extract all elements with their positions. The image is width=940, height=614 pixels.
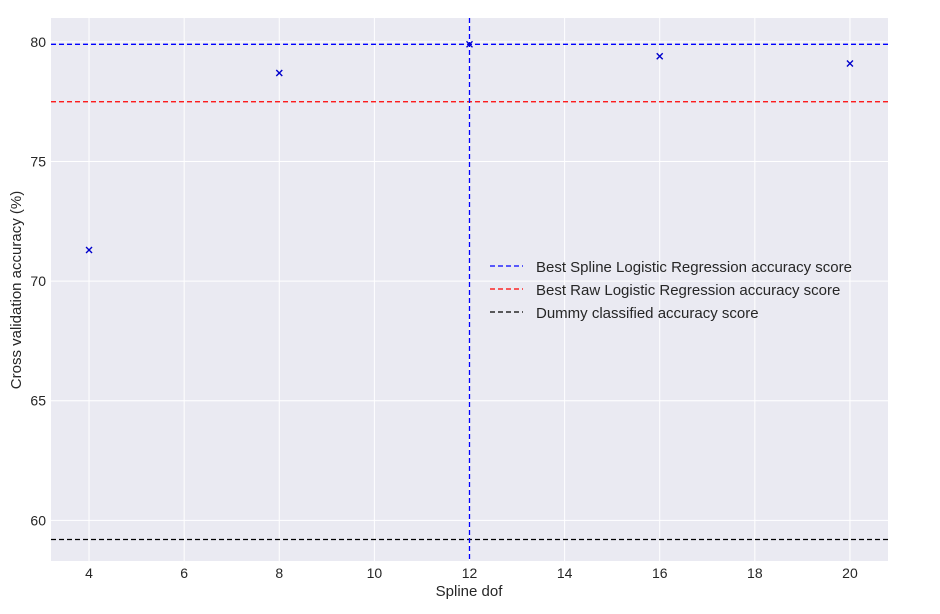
x-tick-label: 10	[367, 565, 383, 581]
x-tick-label: 4	[85, 565, 93, 581]
x-tick-labels: 4 6 8 10 12 14 16 18 20	[85, 565, 858, 581]
data-points	[85, 40, 854, 254]
x-tick-label: 6	[180, 565, 188, 581]
y-tick-labels: 60 65 70 75 80	[30, 34, 46, 528]
data-point	[846, 59, 854, 67]
y-tick-label: 60	[30, 512, 46, 528]
data-point	[275, 69, 283, 77]
x-tick-label: 16	[652, 565, 668, 581]
x-axis-label: Spline dof	[436, 583, 504, 600]
legend-entry: Best Raw Logistic Regression accuracy sc…	[490, 282, 840, 299]
legend-label: Best Spline Logistic Regression accuracy…	[536, 259, 852, 276]
x-tick-label: 14	[557, 565, 573, 581]
y-axis-label: Cross validation accuracy (%)	[8, 191, 25, 389]
x-tick-label: 8	[275, 565, 283, 581]
y-tick-label: 75	[30, 154, 46, 170]
y-tick-label: 80	[30, 34, 46, 50]
x-tick-label: 18	[747, 565, 763, 581]
legend: Best Spline Logistic Regression accuracy…	[490, 259, 852, 322]
x-tick-label: 12	[462, 565, 478, 581]
data-point	[466, 40, 473, 48]
legend-entry: Dummy classified accuracy score	[490, 305, 759, 322]
y-tick-label: 65	[30, 393, 46, 409]
data-point	[85, 246, 93, 254]
y-tick-label: 70	[30, 273, 46, 289]
x-tick-label: 20	[842, 565, 858, 581]
data-point	[656, 52, 664, 60]
legend-label: Best Raw Logistic Regression accuracy sc…	[536, 282, 840, 299]
gridlines	[51, 18, 888, 561]
legend-label: Dummy classified accuracy score	[536, 305, 759, 322]
legend-entry: Best Spline Logistic Regression accuracy…	[490, 259, 852, 276]
